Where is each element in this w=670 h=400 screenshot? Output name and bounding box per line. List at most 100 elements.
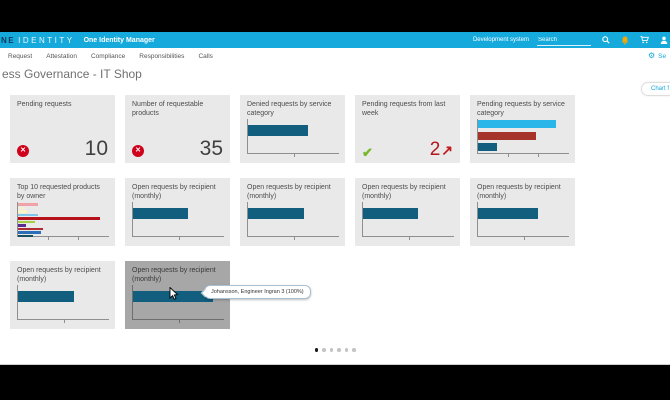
dashboard-tile[interactable]: Denied requests by service category [240, 95, 345, 163]
horizontal-bar-chart [132, 202, 224, 240]
tile-title: Pending requests from last week [362, 101, 446, 118]
chart-bar[interactable] [18, 217, 100, 220]
pagination-dot[interactable] [344, 348, 348, 352]
pagination-dot[interactable] [329, 348, 333, 352]
tile-title: Open requests by recipient (monthly) [477, 184, 561, 201]
chart-bar[interactable] [478, 208, 539, 219]
axis-tick [508, 154, 510, 157]
tile-title: Top 10 requested products by owner [17, 184, 100, 201]
axis-tick [293, 154, 295, 157]
axis-tick [538, 154, 540, 157]
axis-tick [408, 237, 410, 240]
axis-tick [63, 320, 65, 323]
page-title: ess Governance - IT Shop [2, 67, 142, 81]
dashboard-tile[interactable]: Open requests by recipient (monthly) [355, 178, 460, 246]
tile-title: Open requests by recipient (monthly) [132, 184, 216, 201]
chart-bar[interactable] [18, 203, 39, 206]
environment-label: Development system [472, 37, 529, 43]
chart-bar[interactable] [18, 291, 75, 302]
error-circle-icon: ✕ [17, 145, 29, 157]
nav-item-attestation[interactable]: Attestation [46, 52, 77, 60]
horizontal-bar-chart [17, 202, 109, 240]
chart-bar[interactable] [133, 208, 188, 219]
user-profile-icon[interactable] [660, 36, 668, 44]
chart-bar[interactable] [18, 213, 39, 217]
dashboard-tile[interactable]: Pending requests from last week ✔ 2↗ [355, 95, 460, 163]
tile-title: Open requests by recipient (monthly) [17, 267, 101, 284]
tile-value: 2↗ [429, 139, 453, 160]
nav-item-request[interactable]: Request [8, 52, 33, 60]
axis-tick [48, 237, 50, 240]
app-title: One Identity Manager [83, 36, 155, 44]
brand-identity: IDENTITY [18, 35, 75, 45]
axis-tick [78, 237, 80, 240]
pagination-dot[interactable] [314, 348, 318, 352]
search-icon[interactable] [602, 36, 610, 44]
axis-tick [178, 237, 180, 240]
dashboard-tile[interactable]: Pending requests by service category [470, 95, 575, 163]
check-icon: ✔ [362, 145, 373, 160]
chart-bar[interactable] [478, 131, 537, 140]
axis-tick [523, 237, 525, 240]
pagination-dot[interactable] [352, 348, 356, 352]
dashboard-tile[interactable]: Top 10 requested products by owner [10, 178, 115, 246]
tile-title: Pending requests [17, 101, 72, 108]
carousel-pagination [0, 348, 670, 352]
horizontal-bar-chart [247, 119, 339, 157]
chart-bar[interactable] [478, 120, 557, 128]
trend-up-icon: ↗ [441, 142, 453, 158]
nav-item-calls[interactable]: Calls [198, 52, 213, 60]
axis-tick [293, 237, 295, 240]
horizontal-bar-chart [247, 202, 339, 240]
horizontal-bar-chart [477, 119, 569, 157]
horizontal-bar-chart [362, 202, 454, 240]
pagination-dot[interactable] [337, 348, 341, 352]
main-nav: Request Attestation Compliance Responsib… [0, 48, 670, 64]
tile-title: Open requests by recipient (monthly) [362, 184, 446, 201]
axis-tick [178, 320, 180, 323]
tile-title: Open requests by recipient (monthly) [132, 267, 216, 284]
horizontal-bar-chart [477, 202, 569, 240]
tile-title: Open requests by recipient (monthly) [247, 184, 331, 201]
search-input[interactable] [537, 34, 591, 46]
chart-tooltip: Johansson, Engineer Ingran 3 (100%) [204, 285, 311, 299]
dashboard-tile[interactable]: Open requests by recipient (monthly) [10, 261, 115, 329]
dashboard-tile[interactable]: Open requests by recipient (monthly) [240, 178, 345, 246]
chart-bar[interactable] [18, 231, 41, 234]
gear-icon: ⚙ [648, 51, 656, 60]
brand-logo: NE IDENTITY One Identity Manager [0, 36, 155, 45]
horizontal-bar-chart [17, 285, 109, 323]
chart-bar[interactable] [248, 208, 305, 219]
dashboard-tile[interactable]: Open requests by recipient (monthly) [470, 178, 575, 246]
header-actions: Development system [472, 34, 670, 46]
dashboard-tile[interactable]: Open requests by recipient (monthly) [125, 178, 230, 246]
pagination-dot[interactable] [322, 348, 326, 352]
tile-title: Number of requestable products [132, 101, 204, 118]
tile-value: 35 [199, 137, 223, 160]
chart-bar[interactable] [18, 227, 43, 231]
dashboard-tile[interactable]: Pending requests ✕ 10 [10, 95, 115, 163]
brand-one: NE [1, 35, 16, 45]
shopping-cart-icon[interactable] [640, 36, 649, 44]
tooltip-text: Johansson, Engineer Ingran 3 (100%) [211, 289, 304, 295]
tile-title: Denied requests by service category [247, 101, 332, 118]
chart-bar[interactable] [18, 206, 26, 210]
chart-bar[interactable] [18, 234, 33, 238]
notifications-bell-icon[interactable] [621, 36, 629, 45]
error-circle-icon: ✕ [132, 145, 144, 157]
mouse-cursor-icon [169, 287, 178, 300]
chart-bar[interactable] [248, 125, 309, 136]
chart-bar[interactable] [18, 220, 36, 224]
chart-bar[interactable] [18, 210, 28, 213]
settings-button[interactable]: ⚙ Se [648, 48, 666, 64]
chart-filter-button[interactable]: Chart f [641, 82, 670, 96]
nav-item-responsibilities[interactable]: Responsibilities [139, 52, 185, 60]
nav-item-compliance[interactable]: Compliance [90, 52, 126, 60]
settings-label: Se [658, 52, 667, 60]
app-header: NE IDENTITY One Identity Manager Develop… [0, 32, 670, 48]
dashboard-tile[interactable]: Number of requestable products ✕ 35 [125, 95, 230, 163]
chart-bar[interactable] [363, 208, 418, 219]
chart-bar[interactable] [478, 143, 498, 151]
chart-bar[interactable] [18, 224, 27, 227]
